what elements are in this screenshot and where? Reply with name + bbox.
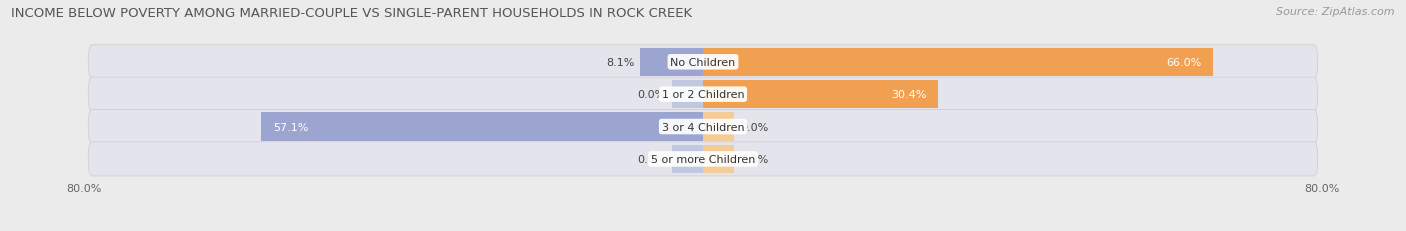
Text: 30.4%: 30.4% xyxy=(891,90,927,100)
Text: 0.0%: 0.0% xyxy=(740,122,768,132)
Text: INCOME BELOW POVERTY AMONG MARRIED-COUPLE VS SINGLE-PARENT HOUSEHOLDS IN ROCK CR: INCOME BELOW POVERTY AMONG MARRIED-COUPL… xyxy=(11,7,692,20)
FancyBboxPatch shape xyxy=(89,78,1317,112)
Bar xyxy=(672,81,703,109)
Bar xyxy=(262,113,703,141)
Text: 8.1%: 8.1% xyxy=(606,58,634,67)
Text: Source: ZipAtlas.com: Source: ZipAtlas.com xyxy=(1277,7,1395,17)
FancyBboxPatch shape xyxy=(89,142,1317,176)
Text: 57.1%: 57.1% xyxy=(273,122,308,132)
Text: 5 or more Children: 5 or more Children xyxy=(651,154,755,164)
Bar xyxy=(703,49,1213,76)
Bar xyxy=(703,145,734,173)
Text: 1 or 2 Children: 1 or 2 Children xyxy=(662,90,744,100)
Text: 66.0%: 66.0% xyxy=(1167,58,1202,67)
Text: 0.0%: 0.0% xyxy=(638,90,666,100)
Bar xyxy=(703,113,734,141)
Text: 0.0%: 0.0% xyxy=(638,154,666,164)
FancyBboxPatch shape xyxy=(89,110,1317,144)
FancyBboxPatch shape xyxy=(89,46,1317,79)
Bar xyxy=(640,49,703,76)
Text: 0.0%: 0.0% xyxy=(740,154,768,164)
Text: No Children: No Children xyxy=(671,58,735,67)
Bar xyxy=(672,145,703,173)
Text: 3 or 4 Children: 3 or 4 Children xyxy=(662,122,744,132)
Bar xyxy=(703,81,938,109)
